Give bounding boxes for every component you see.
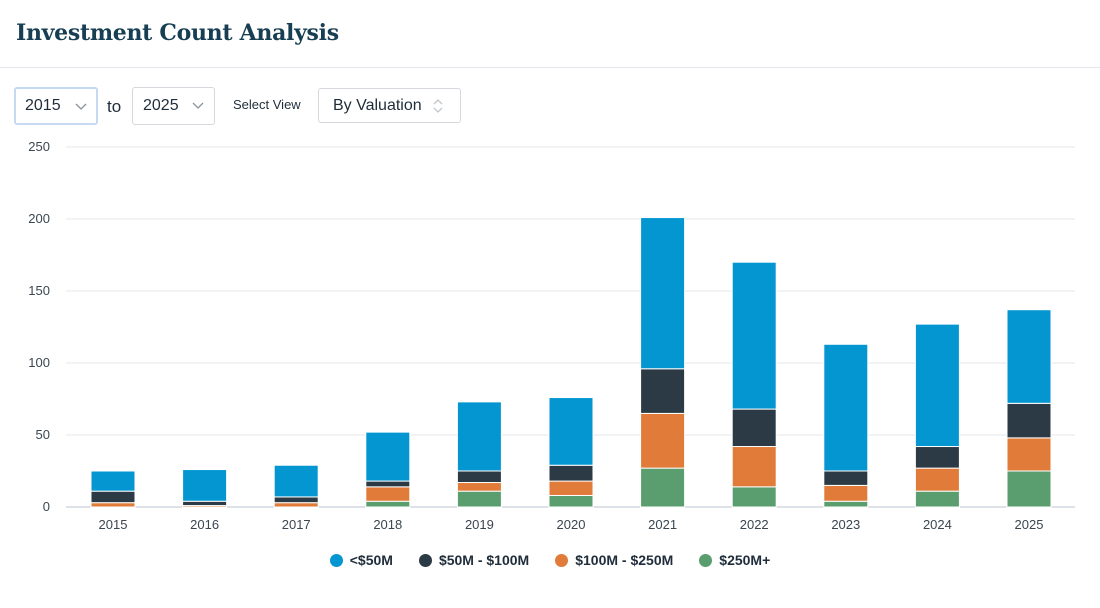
legend-label: $100M - $250M [575,552,674,568]
chart-legend: <$50M $50M - $100M $100M - $250M $250M+ [0,548,1100,572]
bar-segment [914,446,960,469]
bar-segment [640,467,686,508]
bar-segment [548,494,594,508]
select-view-label: Select View [233,97,301,112]
x-tick-label: 2021 [648,517,677,532]
from-year-select[interactable]: 2015 [14,87,98,125]
legend-dot-icon [418,553,432,567]
bar-segment [823,484,869,502]
x-tick-label: 2016 [190,517,219,532]
legend-dot-icon [699,553,713,567]
x-tick-label: 2020 [557,517,586,532]
bar-segment [365,480,411,488]
bar-segment [182,500,228,507]
bar-segment [273,464,319,498]
bar-segment [640,368,686,414]
x-tick-label: 2018 [373,517,402,532]
x-tick-label: 2022 [740,517,769,532]
bar-segment [182,469,228,502]
bar-segment [823,500,869,508]
bar-segment [640,217,686,370]
bar-segment [456,401,502,472]
header: Investment Count Analysis [0,0,1100,68]
bar-segment [365,500,411,508]
x-tick-label: 2019 [465,517,494,532]
bar-segment [90,490,136,504]
x-tick-label: 2025 [1015,517,1044,532]
x-tick-label: 2023 [831,517,860,532]
legend-item[interactable]: $100M - $250M [555,552,673,568]
bar-segment [1006,437,1052,472]
filter-controls: 2015 to 2025 Select View By Valuation [0,86,1100,130]
bar-segment [731,446,777,488]
stacked-bar-chart: 0 50 100 150 200 250 2015 2016 2017 2018 2019 2020 2… [28,139,1075,532]
legend-item[interactable]: <$50M [329,552,393,568]
chevron-down-icon [74,89,88,125]
to-year-select[interactable]: 2025 [132,87,215,125]
bar-segment [456,482,502,492]
y-tick-label: 100 [28,355,50,370]
y-tick-label: 250 [28,139,50,154]
legend-item[interactable]: $250M+ [699,552,770,568]
bar-segment [731,408,777,448]
from-year-value: 2015 [25,97,61,114]
bar-segment [456,470,502,484]
view-select[interactable]: By Valuation [318,88,461,123]
bar-segment [273,502,319,508]
bar-segment [548,464,594,482]
chevron-down-icon [191,88,205,124]
bar-segment [914,323,960,448]
bar-segment [731,486,777,508]
y-tick-label: 150 [28,283,50,298]
bar-segment [914,490,960,508]
legend-item[interactable]: $50M - $100M [418,552,530,568]
bar-segment [914,467,960,492]
bar-segment [273,496,319,504]
to-label: to [107,97,122,116]
legend-label: $250M+ [719,552,771,568]
bar-segment [1006,309,1052,404]
y-tick-label: 200 [28,211,50,226]
bar-segment [365,431,411,482]
y-tick-label: 50 [36,427,50,442]
x-tick-label: 2015 [99,517,128,532]
y-tick-label: 0 [43,499,50,514]
view-select-value: By Valuation [333,97,422,114]
legend-dot-icon [555,553,569,567]
legend-dot-icon [329,553,343,567]
bar-segment [548,480,594,496]
legend-label: $50M - $100M [438,552,530,568]
bar-segment [456,490,502,508]
x-tick-label: 2024 [923,517,952,532]
bar-segment [90,502,136,508]
x-tick-label: 2017 [282,517,311,532]
to-year-value: 2025 [143,97,179,114]
bar-segment [90,470,136,492]
bar-segment [640,412,686,469]
bar-segment [823,470,869,486]
bar-segment [548,397,594,466]
legend-label: <$50M [349,552,393,568]
bar-segment [1006,470,1052,508]
page-title: Investment Count Analysis [16,20,339,46]
bar-segment [365,486,411,502]
up-down-chevron-icon [431,89,445,122]
bar-segment [823,343,869,472]
bar-segment [1006,402,1052,439]
bar-segment [731,261,777,410]
